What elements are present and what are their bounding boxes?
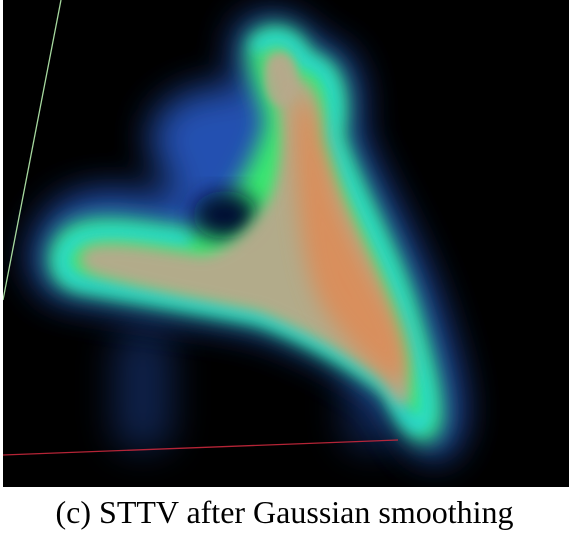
tan-core — [79, 51, 410, 406]
orange-core — [293, 95, 407, 385]
top-lobe — [265, 54, 297, 106]
volume-render-panel — [3, 0, 569, 487]
dark-hole — [193, 191, 257, 239]
volume-render-image — [3, 0, 569, 487]
y-axis-line — [3, 0, 62, 301]
cyan-ring — [55, 31, 434, 434]
figure-caption: (c) STTV after Gaussian smoothing — [55, 494, 514, 530]
x-axis-line — [3, 439, 399, 456]
